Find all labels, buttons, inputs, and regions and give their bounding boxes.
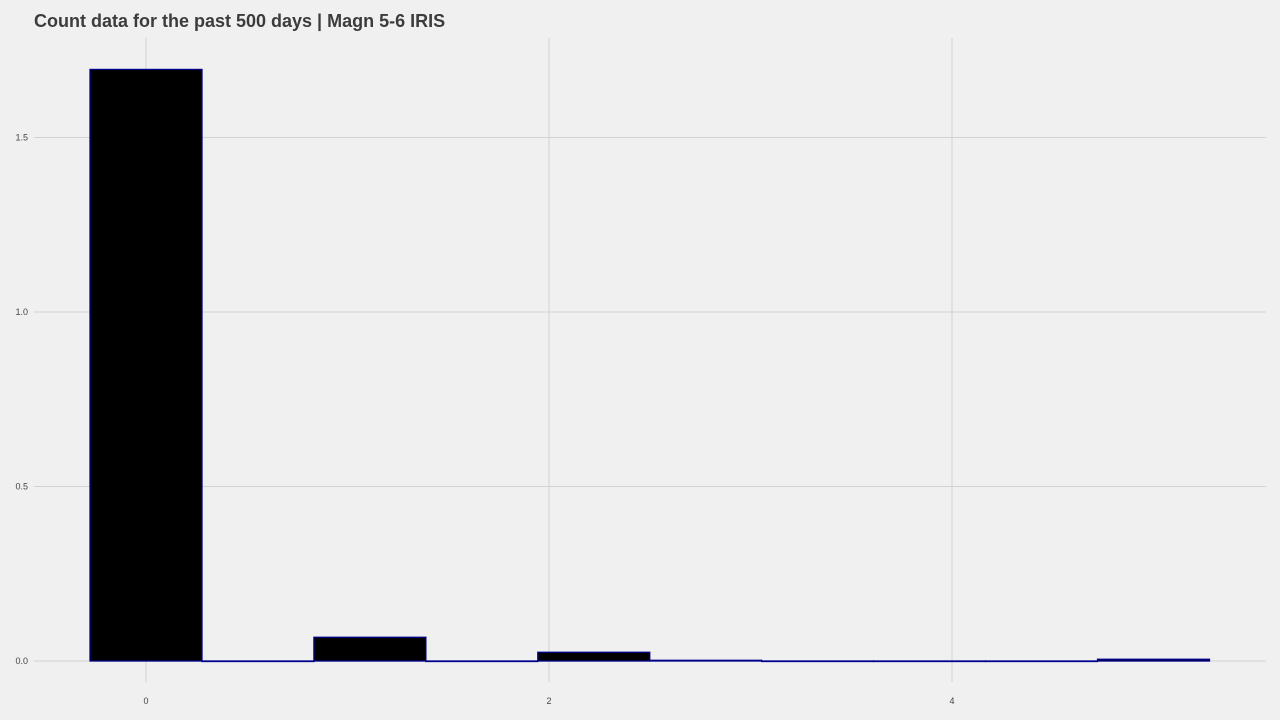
y-tick-label: 1.5 — [15, 133, 28, 143]
bar — [201, 660, 315, 663]
x-tick-label: 4 — [949, 696, 954, 706]
bar — [1096, 658, 1211, 662]
bar — [984, 660, 1099, 663]
y-tick-label: 1.0 — [15, 307, 28, 317]
bar — [89, 68, 203, 662]
bar — [761, 660, 875, 663]
bar — [649, 659, 763, 662]
x-tick-label: 0 — [143, 696, 148, 706]
x-tick-label: 2 — [546, 696, 551, 706]
y-tick-label: 0.0 — [15, 656, 28, 666]
y-tick-label: 0.5 — [15, 482, 28, 492]
bar — [313, 636, 427, 662]
bar — [537, 651, 651, 662]
chart-title: Count data for the past 500 days | Magn … — [34, 11, 446, 31]
bar — [872, 660, 987, 663]
bar — [425, 660, 539, 663]
